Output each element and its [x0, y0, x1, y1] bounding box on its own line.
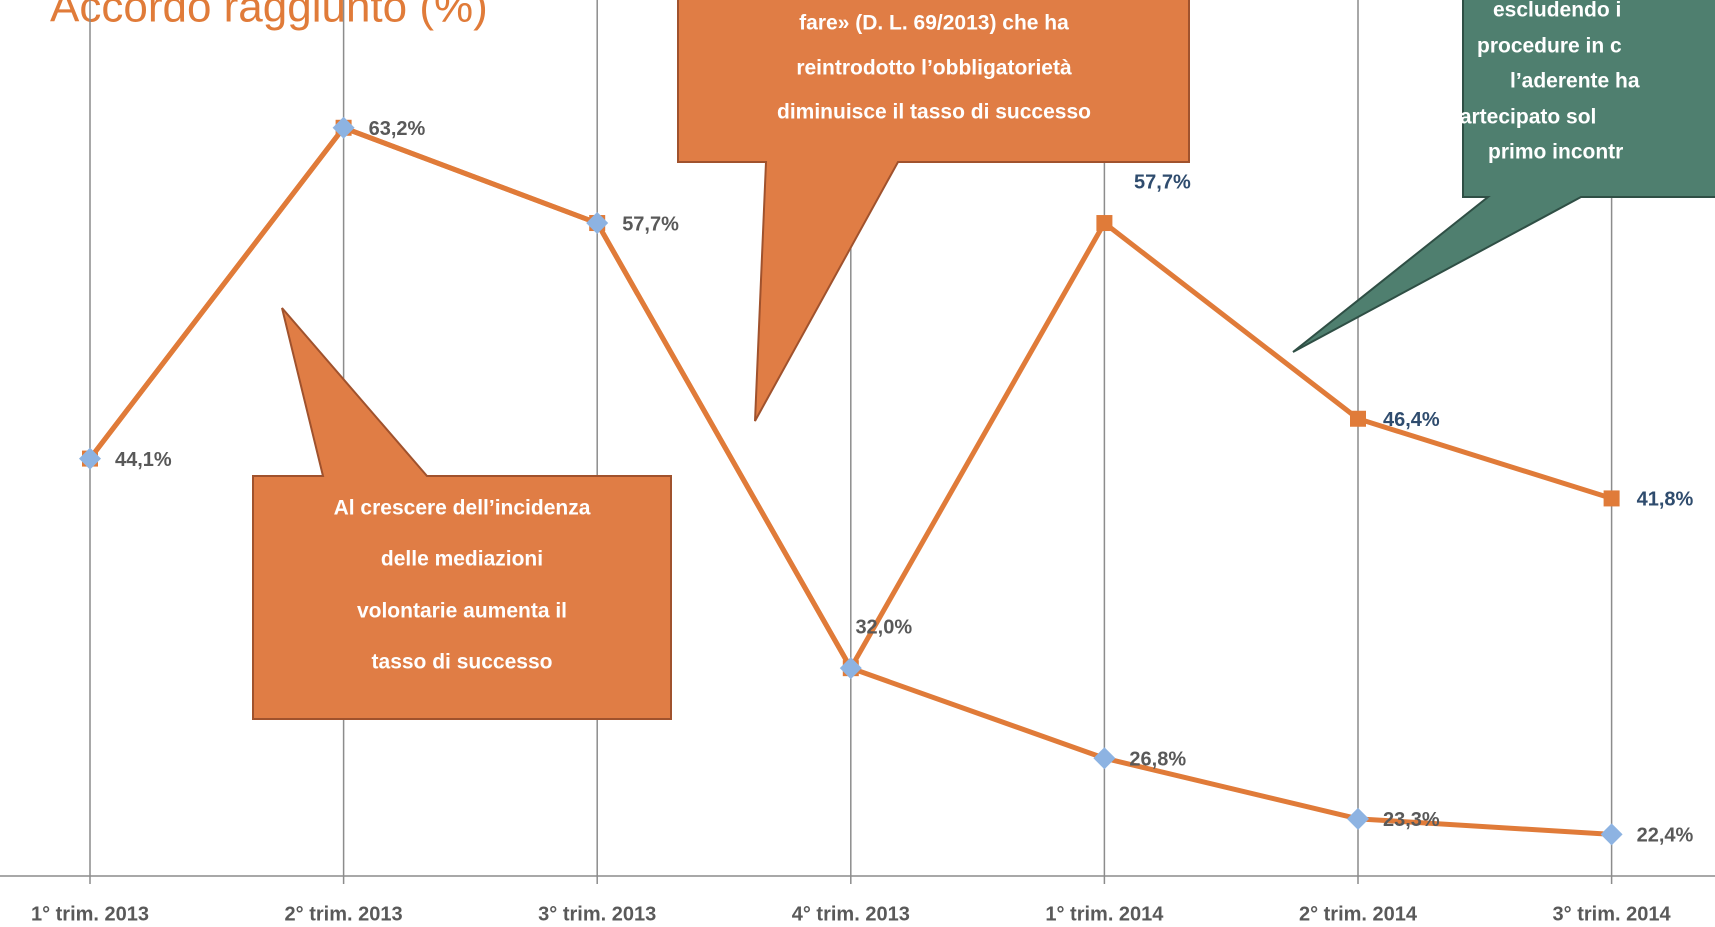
data-label: 44,1% — [115, 449, 172, 471]
callout-text: partecipato sol — [1447, 106, 1596, 129]
data-label: 26,8% — [1129, 749, 1186, 771]
marker — [79, 447, 101, 470]
marker — [839, 657, 862, 680]
x-tick-label: 4° trim. 2013 — [792, 903, 910, 925]
x-tick-label: 3° trim. 2014 — [1553, 903, 1672, 925]
marker — [1603, 490, 1620, 507]
marker — [332, 116, 355, 139]
marker — [1600, 823, 1623, 846]
x-tick-label: 1° trim. 2014 — [1045, 903, 1164, 925]
callout-text: reintrodotto l’obbligatorietà — [796, 57, 1072, 80]
x-tick-label: 2° trim. 2013 — [285, 903, 403, 925]
callout — [252, 307, 672, 720]
callout-text: escludendo i — [1493, 0, 1621, 22]
data-label: 41,8% — [1637, 489, 1694, 511]
data-label: 63,2% — [369, 118, 426, 140]
marker — [1347, 807, 1369, 830]
callout — [1292, 0, 1715, 353]
callout-text: l’aderente ha — [1510, 70, 1640, 93]
data-label: 46,4% — [1383, 409, 1440, 431]
callout-text: delle mediazioni — [381, 548, 543, 571]
callout-text: Al crescere dell’incidenza — [334, 497, 591, 520]
marker — [586, 212, 609, 235]
callout-text: diminuisce il tasso di successo — [777, 101, 1091, 124]
data-label: 22,4% — [1637, 825, 1694, 847]
callout-text: procedure in c — [1477, 35, 1622, 58]
x-tick-label: 2° trim. 2014 — [1299, 903, 1418, 925]
callout-text: tasso di successo — [372, 651, 553, 674]
callout-text: volontarie aumenta il — [357, 600, 567, 623]
x-tick-label: 3° trim. 2013 — [538, 903, 656, 925]
callout-text: primo incontr — [1488, 141, 1623, 164]
data-label: 32,0% — [855, 616, 912, 638]
marker — [1093, 747, 1116, 770]
data-label: 57,7% — [622, 213, 679, 235]
data-label: 57,7% — [1134, 171, 1191, 193]
data-label: 23,3% — [1383, 809, 1440, 831]
callout-text: fare» (D. L. 69/2013) che ha — [799, 12, 1069, 35]
marker — [1350, 410, 1366, 427]
x-tick-label: 1° trim. 2013 — [31, 903, 149, 925]
marker — [1096, 215, 1113, 232]
callout — [677, 0, 1190, 422]
chart-title: Accordo raggiunto (%) — [50, 0, 488, 32]
